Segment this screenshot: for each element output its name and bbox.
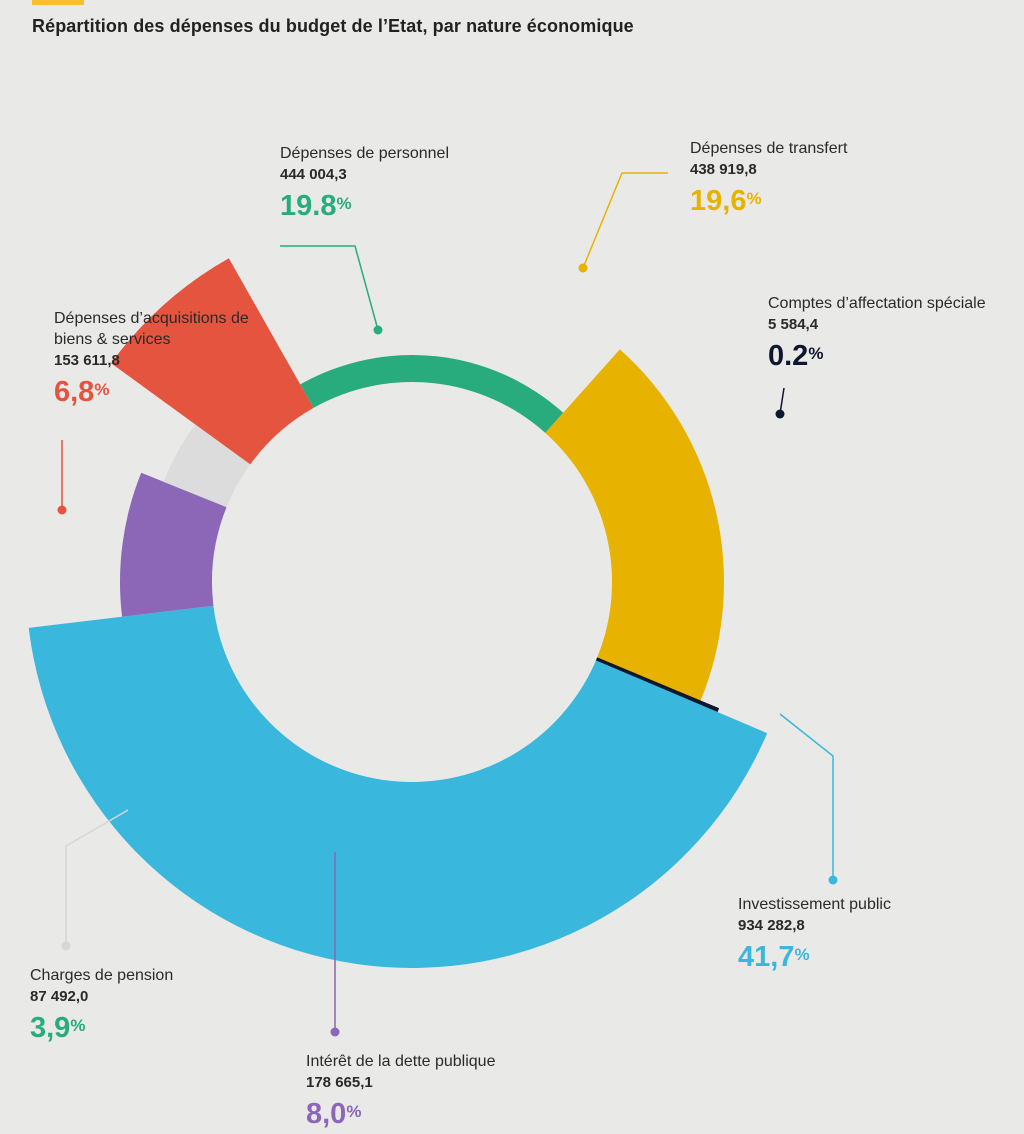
slice-percent: 19.8%	[280, 190, 352, 222]
slice-percent: 41,7%	[738, 941, 810, 973]
leader-dot-interet-dette	[330, 1027, 340, 1037]
slice-name: Comptes d’affectation spéciale	[768, 295, 986, 312]
leader-dot-charges-pension	[61, 941, 71, 951]
slice-percent: 8,0%	[306, 1098, 362, 1130]
slice-name: Intérêt de la dette publique	[306, 1053, 496, 1070]
slice-amount: 178 665,1	[306, 1074, 373, 1091]
slice-amount: 934 282,8	[738, 917, 805, 934]
label-interet-dette: Intérêt de la dette publique 178 665,1 8…	[306, 1051, 495, 1134]
label-investissement-public: Investissement public 934 282,8 41,7%	[738, 894, 891, 977]
slice-name: Dépenses de transfert	[690, 140, 848, 157]
slice-percent: 19,6%	[690, 185, 762, 217]
slice-name: Charges de pension	[30, 967, 174, 984]
label-charges-pension: Charges de pension 87 492,0 3,9%	[30, 965, 173, 1048]
leader-line-investissement	[779, 713, 834, 880]
slice-amount: 444 004,3	[280, 166, 347, 183]
slice-amount: 87 492,0	[30, 988, 89, 1005]
leader-dot-transfert	[578, 263, 588, 273]
donut-slice-interet-dette	[120, 472, 227, 617]
slice-amount: 438 919,8	[690, 161, 757, 178]
slice-name: Dépenses de personnel	[280, 145, 450, 162]
leader-dot-investissement	[828, 875, 838, 885]
leader-dot-comptes-affectation	[775, 409, 785, 419]
donut-slice-comptes-affectation-stroke	[595, 657, 720, 712]
donut-slice-acquisitions	[111, 258, 314, 465]
label-acquisitions-biens-services: Dépenses d’acquisitions de biens & servi…	[54, 308, 284, 412]
slice-percent: 3,9%	[30, 1012, 86, 1044]
slice-name: Dépenses d’acquisitions de biens & servi…	[54, 310, 249, 348]
header-accent-bar	[32, 0, 84, 5]
donut-slice-investissement	[28, 605, 768, 968]
chart-title: Répartition des dépenses du budget de l’…	[32, 16, 634, 36]
leader-line-personnel	[280, 245, 379, 331]
slice-percent: 6,8%	[54, 376, 110, 408]
donut-slice-charges-pension	[163, 424, 251, 508]
label-depenses-personnel: Dépenses de personnel 444 004,3 19.8%	[280, 143, 449, 226]
slice-amount: 153 611,8	[54, 352, 120, 369]
leader-dot-acquisitions	[57, 505, 67, 515]
label-depenses-transfert: Dépenses de transfert 438 919,8 19,6%	[690, 138, 847, 221]
leader-line-charges-pension	[65, 809, 129, 946]
slice-name: Investissement public	[738, 896, 891, 913]
leader-line-transfert	[582, 172, 668, 269]
donut-slice-transfert	[545, 349, 724, 701]
donut-slice-personnel	[300, 355, 564, 433]
slice-percent: 0.2%	[768, 340, 824, 372]
leader-dot-personnel	[373, 325, 383, 335]
slice-amount: 5 584,4	[768, 316, 819, 333]
label-comptes-affectation: Comptes d’affectation spéciale 5 584,4 0…	[768, 293, 986, 376]
